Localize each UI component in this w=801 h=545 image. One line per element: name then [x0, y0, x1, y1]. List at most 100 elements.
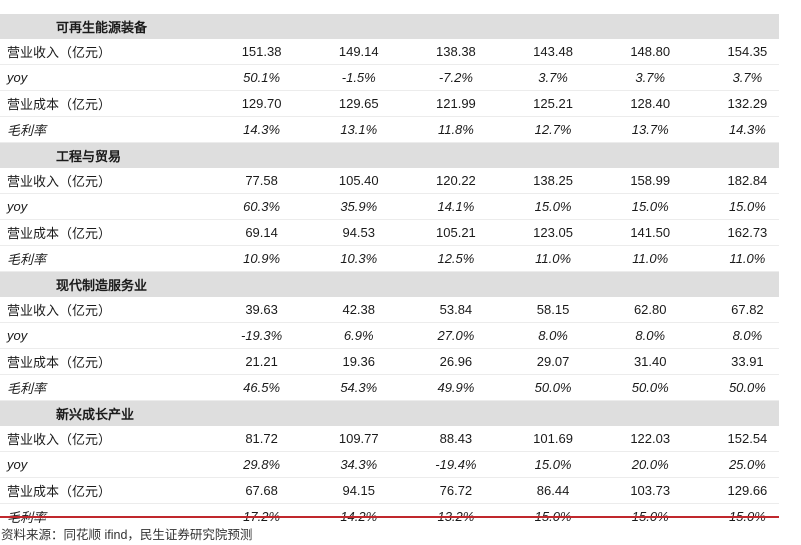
value-cell: 35.9% [293, 193, 391, 220]
value-cell: 94.15 [293, 477, 391, 504]
value-cell: 103.73 [584, 477, 682, 504]
value-cell: 67.68 [196, 477, 294, 504]
row-label: 营业收入（亿元） [0, 39, 197, 65]
section-header-cell [196, 142, 294, 168]
section-header-cell [293, 271, 391, 297]
value-cell: 14.1% [390, 193, 488, 220]
row-label: 营业成本（亿元） [0, 90, 197, 117]
section-header-cell [681, 271, 779, 297]
table-row: 营业成本（亿元） 69.14 94.53 105.21 123.05 141.50 162.… [0, 219, 779, 246]
value-cell: 10.3% [293, 245, 391, 272]
value-cell: 76.72 [390, 477, 488, 504]
row-label: 毛利率 [0, 374, 197, 401]
value-cell: 3.7% [681, 64, 779, 91]
row-label: 营业成本（亿元） [0, 219, 197, 246]
table-row: 营业收入（亿元） 39.63 42.38 53.84 58.15 62.80 67.82 [0, 297, 779, 323]
value-cell: 8.0% [584, 322, 682, 349]
value-cell: 149.14 [293, 39, 391, 65]
value-cell: 14.3% [196, 116, 294, 143]
value-cell: 42.38 [293, 297, 391, 323]
section-header-cell [584, 142, 682, 168]
value-cell: 105.21 [390, 219, 488, 246]
value-cell: 34.3% [293, 451, 391, 478]
value-cell: 29.8% [196, 451, 294, 478]
section-header-cell [584, 14, 682, 39]
value-cell: 129.65 [293, 90, 391, 117]
value-cell: 3.7% [584, 64, 682, 91]
row-label: yoy [0, 322, 197, 349]
section-header-cell [196, 271, 294, 297]
value-cell: 101.69 [487, 426, 585, 452]
value-cell: 54.3% [293, 374, 391, 401]
row-label: yoy [0, 193, 197, 220]
table-row: 营业收入（亿元） 81.72 109.77 88.43 101.69 122.03 152.… [0, 426, 779, 452]
value-cell: 26.96 [390, 348, 488, 375]
section-header-cell [681, 400, 779, 426]
value-cell: 20.0% [584, 451, 682, 478]
section-header-cell [293, 400, 391, 426]
value-cell: 129.66 [681, 477, 779, 504]
value-cell: 122.03 [584, 426, 682, 452]
section-header-cell [681, 14, 779, 39]
section-header-row: 新兴成长产业 [0, 400, 779, 426]
value-cell: 11.0% [487, 245, 585, 272]
value-cell: 21.21 [196, 348, 294, 375]
section-header-cell [390, 271, 488, 297]
table-row: 营业成本（亿元） 21.21 19.36 26.96 29.07 31.40 33.91 [0, 348, 779, 375]
value-cell: -1.5% [293, 64, 391, 91]
value-cell: 11.0% [681, 245, 779, 272]
value-cell: 129.70 [196, 90, 294, 117]
value-cell: 15.0% [487, 193, 585, 220]
value-cell: 60.3% [196, 193, 294, 220]
row-label: 营业收入（亿元） [0, 426, 197, 452]
row-label: 毛利率 [0, 116, 197, 143]
value-cell: 154.35 [681, 39, 779, 65]
value-cell: -19.4% [390, 451, 488, 478]
section-header-cell [487, 271, 585, 297]
value-cell: 182.84 [681, 168, 779, 194]
value-cell: 138.25 [487, 168, 585, 194]
value-cell: 50.0% [584, 374, 682, 401]
value-cell: 27.0% [390, 322, 488, 349]
value-cell: 67.82 [681, 297, 779, 323]
value-cell: 10.9% [196, 245, 294, 272]
section-header-cell [487, 142, 585, 168]
value-cell: 8.0% [487, 322, 585, 349]
table-row: 营业收入（亿元） 77.58 105.40 120.22 138.25 158.99 182… [0, 168, 779, 194]
table-row: yoy 29.8% 34.3% -19.4% 15.0% 20.0% 25.0% [0, 451, 779, 478]
value-cell: 109.77 [293, 426, 391, 452]
value-cell: 11.8% [390, 116, 488, 143]
financial-forecast-table: 可再生能源装备 营业收入（亿元） 151.38 149.14 138.38 143.48 1… [0, 14, 779, 529]
value-cell: 58.15 [487, 297, 585, 323]
value-cell: 50.1% [196, 64, 294, 91]
value-cell: 12.5% [390, 245, 488, 272]
value-cell: 50.0% [681, 374, 779, 401]
value-cell: -19.3% [196, 322, 294, 349]
value-cell: 81.72 [196, 426, 294, 452]
value-cell: 148.80 [584, 39, 682, 65]
bottom-red-rule [0, 516, 779, 518]
value-cell: 50.0% [487, 374, 585, 401]
value-cell: 125.21 [487, 90, 585, 117]
section-title: 新兴成长产业 [0, 400, 197, 426]
table-body: 可再生能源装备 营业收入（亿元） 151.38 149.14 138.38 143.48 1… [0, 14, 779, 529]
value-cell: 123.05 [487, 219, 585, 246]
section-title: 工程与贸易 [0, 142, 197, 168]
value-cell: 39.63 [196, 297, 294, 323]
value-cell: 128.40 [584, 90, 682, 117]
section-header-cell [584, 400, 682, 426]
row-label: yoy [0, 64, 197, 91]
value-cell: 162.73 [681, 219, 779, 246]
value-cell: 94.53 [293, 219, 391, 246]
value-cell: 53.84 [390, 297, 488, 323]
section-header-cell [390, 14, 488, 39]
section-title: 现代制造服务业 [0, 271, 197, 297]
value-cell: 132.29 [681, 90, 779, 117]
table-row: 毛利率 46.5% 54.3% 49.9% 50.0% 50.0% 50.0% [0, 374, 779, 401]
value-cell: 15.0% [584, 193, 682, 220]
row-label: 营业收入（亿元） [0, 168, 197, 194]
value-cell: 46.5% [196, 374, 294, 401]
section-header-cell [390, 142, 488, 168]
table-row: 毛利率 14.3% 13.1% 11.8% 12.7% 13.7% 14.3% [0, 116, 779, 143]
row-label: yoy [0, 451, 197, 478]
